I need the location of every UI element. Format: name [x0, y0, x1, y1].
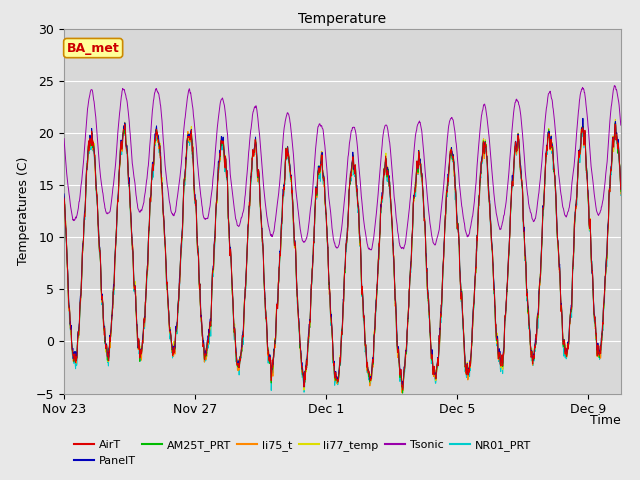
Text: BA_met: BA_met — [67, 42, 120, 55]
Y-axis label: Temperatures (C): Temperatures (C) — [17, 157, 30, 265]
Title: Temperature: Temperature — [298, 12, 387, 26]
Legend: AirT, PanelT, AM25T_PRT, li75_t, li77_temp, Tsonic, NR01_PRT: AirT, PanelT, AM25T_PRT, li75_t, li77_te… — [70, 436, 535, 470]
X-axis label: Time: Time — [590, 414, 621, 427]
